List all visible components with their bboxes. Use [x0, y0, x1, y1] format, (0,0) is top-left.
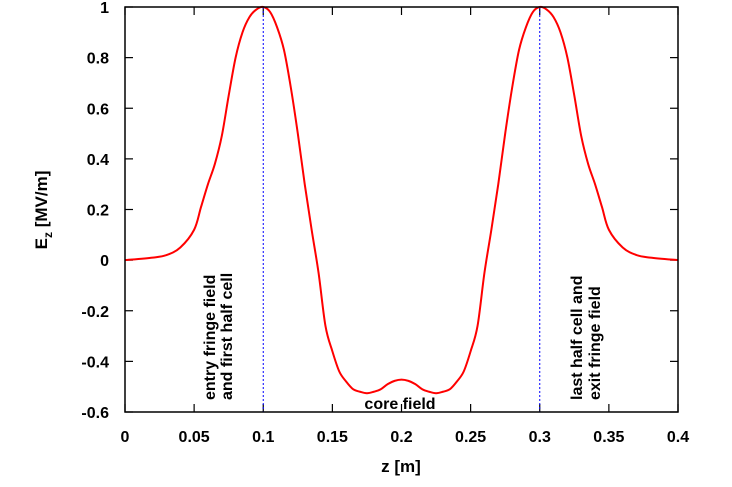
x-tick-label: 0.1 [252, 429, 274, 446]
annotation-entry-line2: and first half cell [219, 273, 236, 400]
annotation-core: core field [364, 396, 435, 413]
y-label-rest: [MV/m] [32, 171, 51, 232]
y-tick-label: 0 [100, 253, 109, 270]
x-tick-label: 0.05 [179, 429, 210, 446]
x-tick-label: 0 [121, 429, 130, 446]
y-tick-label: -0.6 [81, 405, 109, 422]
annotation-exit-line2: exit fringe field [587, 286, 604, 400]
y-axis-label: Ez [MV/m] [32, 171, 55, 250]
x-tick-label: 0.35 [593, 429, 624, 446]
y-tick-label: 0.4 [87, 152, 109, 169]
y-tick-labels: -0.6 -0.4 -0.2 0 0.2 0.4 0.6 0.8 1 [81, 0, 109, 422]
x-tick-label: 0.3 [529, 429, 551, 446]
x-tick-labels: 0 0.05 0.1 0.15 0.2 0.25 0.3 0.35 0.4 [121, 429, 690, 446]
plot-frame [124, 6, 679, 413]
annotation-entry-line1: entry fringe field [202, 275, 219, 400]
x-tick-label: 0.4 [667, 429, 689, 446]
y-tick-label: 1 [100, 0, 109, 17]
y-tick-label: -0.2 [81, 304, 109, 321]
y-tick-label: 0.6 [87, 101, 109, 118]
vertical-markers [262, 7, 541, 412]
y-tick-label: -0.4 [81, 354, 109, 371]
y-label-sub: z [41, 232, 55, 238]
x-tick-label: 0.25 [455, 429, 486, 446]
series-line-ez [124, 5, 679, 395]
y-label-main: E [32, 238, 51, 249]
x-tick-label: 0.2 [390, 429, 412, 446]
x-tick-label: 0.15 [317, 429, 348, 446]
y-tick-label: 0.2 [87, 203, 109, 220]
annotation-exit-line1: last half cell and [569, 276, 586, 400]
x-axis-label: z [m] [381, 457, 421, 476]
y-tick-label: 0.8 [87, 51, 109, 68]
